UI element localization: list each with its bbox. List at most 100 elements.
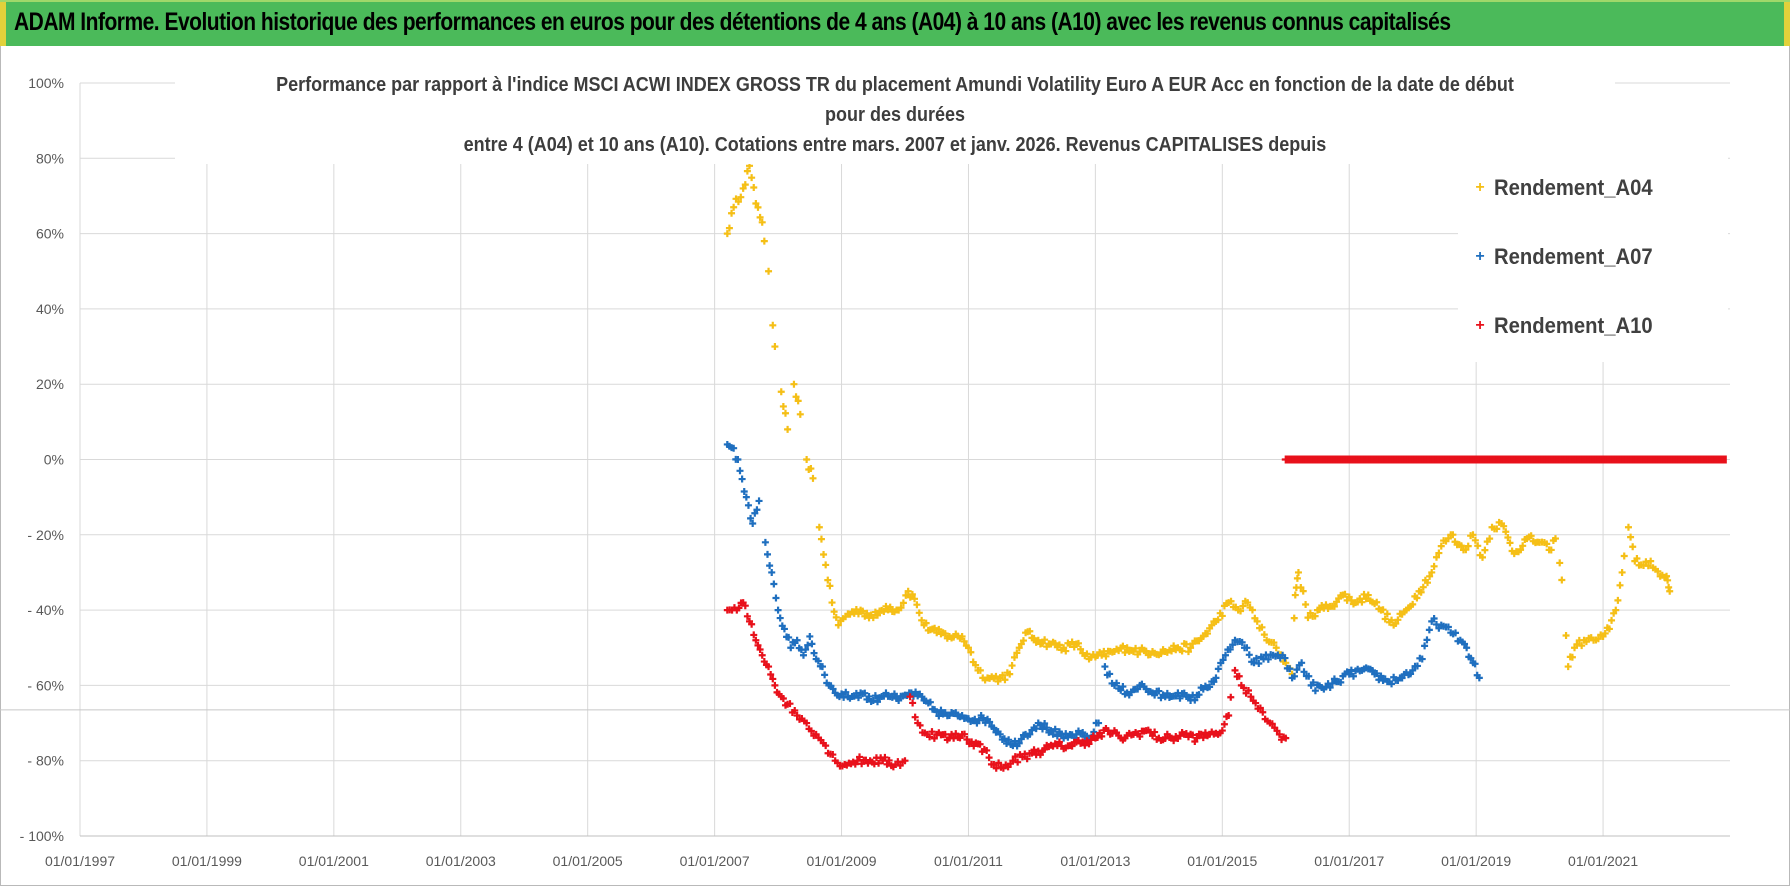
rendement-a07-point — [1032, 725, 1040, 733]
rendement-a04-point — [1291, 591, 1299, 599]
rendement-a04-point — [880, 608, 888, 616]
rendement-a10-point — [1252, 699, 1260, 707]
rendement-a10-point — [741, 602, 749, 610]
chart-title-line-2: pour des durées — [824, 104, 966, 126]
rendement-a07-point — [1430, 615, 1438, 623]
chart-title-line-3: entre 4 (A04) et 10 ans (A10). Cotations… — [463, 134, 1327, 156]
rendement-a10-point — [1030, 746, 1038, 754]
rendement-a10-point — [1085, 740, 1093, 748]
rendement-a10-point — [911, 713, 919, 721]
y-tick-label: - 20% — [27, 527, 64, 543]
rendement-a07-point — [785, 633, 793, 641]
rendement-a04-point — [1258, 623, 1266, 631]
rendement-a04-point — [1102, 652, 1110, 660]
rendement-a07-point — [1421, 642, 1429, 650]
rendement-a04-point — [854, 610, 862, 618]
rendement-a04-point — [941, 630, 949, 638]
rendement-a10-point — [875, 759, 883, 767]
rendement-a10-point — [896, 762, 904, 770]
rendement-a10-point — [1068, 742, 1076, 750]
rendement-a10-point — [750, 631, 758, 639]
rendement-a04-point — [1474, 542, 1482, 550]
rendement-a07-point — [1079, 729, 1087, 737]
rendement-a10-point — [1199, 734, 1207, 742]
y-tick-label: 60% — [36, 226, 64, 242]
rendement-a04-point — [792, 393, 800, 401]
rendement-a04-point — [1392, 620, 1400, 628]
rendement-a10-point — [916, 721, 924, 729]
rendement-a07-point — [819, 663, 826, 671]
rendement-a07-point — [821, 671, 829, 679]
rendement-a07-point — [787, 644, 795, 652]
rendement-a04-point — [760, 237, 768, 245]
rendement-a04-point — [1182, 640, 1190, 648]
rendement-a10-point — [1240, 684, 1248, 692]
rendement-a04-point — [1157, 650, 1165, 658]
y-tick-label: - 80% — [27, 753, 64, 769]
rendement-a07-point — [979, 714, 987, 722]
rendement-a07-point — [1475, 674, 1483, 682]
rendement-a07-point — [1245, 651, 1253, 659]
rendement-a10-point — [807, 727, 815, 735]
rendement-a04-point — [1417, 588, 1425, 596]
rendement-a04-point — [1006, 670, 1014, 678]
rendement-a10-point — [883, 760, 891, 768]
rendement-a04-point — [1239, 602, 1247, 610]
rendement-a10-point — [803, 719, 811, 727]
x-tick-label: 01/01/2007 — [680, 853, 750, 869]
rendement-a04-point — [1168, 647, 1176, 655]
rendement-a04-point — [1479, 553, 1486, 561]
rendement-a04-point — [1573, 640, 1581, 648]
rendement-a07-point — [912, 688, 920, 696]
rendement-a04-point — [820, 551, 828, 559]
rendement-a07-point — [1311, 687, 1319, 695]
rendement-a04-point — [1347, 596, 1355, 604]
rendement-a04-point — [1311, 612, 1319, 620]
rendement-a04-point — [1208, 621, 1216, 629]
rendement-a04-point — [1547, 546, 1555, 554]
rendement-a04-point — [1469, 531, 1477, 539]
rendement-a07-point — [1373, 669, 1381, 677]
rendement-a04-point — [769, 321, 777, 329]
rendement-a04-point — [1362, 595, 1370, 603]
rendement-a10-point — [909, 699, 917, 707]
rendement-a07-point — [1113, 679, 1121, 687]
rendement-a10-point — [743, 612, 751, 620]
legend-marker-a10: + — [1475, 317, 1485, 334]
rendement-a10-point — [1227, 693, 1235, 701]
rendement-a04-point — [863, 609, 871, 617]
rendement-a04-point — [1500, 522, 1508, 530]
rendement-a10-point — [976, 740, 984, 748]
rendement-a04-point — [743, 167, 751, 175]
rendement-a10-point — [853, 757, 861, 765]
rendement-a10-point — [1193, 734, 1201, 742]
rendement-a10-point — [928, 728, 936, 736]
rendement-a07-point — [895, 696, 903, 704]
rendement-a04-point — [1594, 635, 1602, 643]
rendement-a10-point — [1273, 727, 1281, 735]
x-tick-label: 01/01/2017 — [1314, 853, 1384, 869]
rendement-a10-point — [1094, 734, 1101, 742]
rendement-a07-point — [1155, 687, 1163, 695]
rendement-a07-point — [764, 550, 771, 558]
rendement-a07-point — [986, 718, 994, 726]
y-tick-label: - 60% — [27, 677, 64, 693]
rendement-a07-point — [1043, 724, 1051, 732]
rendement-a07-point — [1326, 684, 1334, 692]
rendement-a07-point — [1293, 666, 1301, 674]
rendement-a07-point — [1281, 654, 1289, 662]
rendement-a04-point — [779, 402, 787, 410]
rendement-a10-point — [791, 707, 799, 715]
x-tick-label: 01/01/2003 — [426, 853, 496, 869]
y-tick-label: 0% — [44, 452, 64, 468]
rendement-a04-point — [1558, 576, 1566, 584]
x-tick-label: 01/01/2011 — [934, 853, 1003, 869]
legend-label-a07: Rendement_A07 — [1494, 244, 1653, 269]
rendement-a10-point — [1220, 720, 1228, 728]
rendement-a07-point — [1286, 665, 1294, 673]
rendement-a04-point — [1170, 642, 1178, 650]
rendement-a07-point — [1452, 629, 1460, 637]
rendement-a07-point — [1214, 665, 1222, 673]
rendement-a04-point — [1654, 567, 1662, 575]
rendement-a07-point — [1300, 668, 1308, 676]
